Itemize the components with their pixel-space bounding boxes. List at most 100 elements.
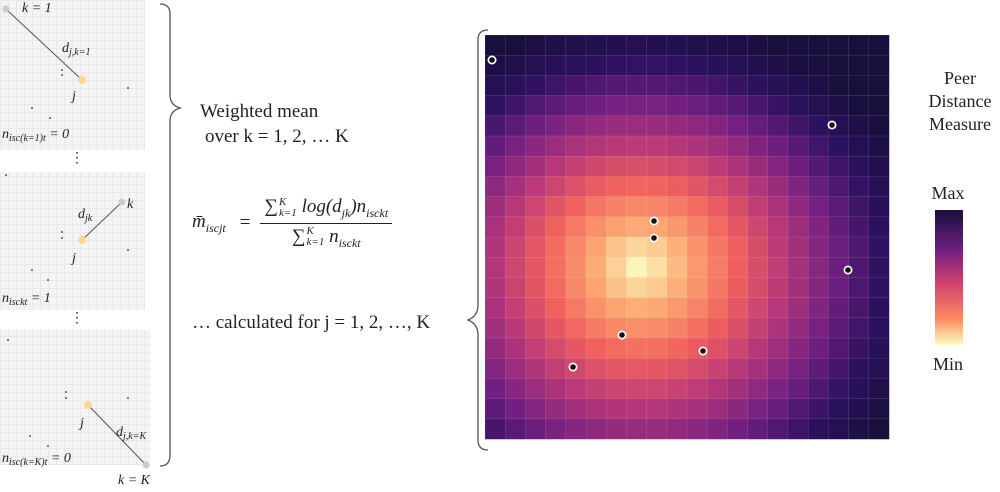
heat-cell [807,135,829,157]
heat-cell [585,155,607,177]
heat-cell [787,398,809,420]
location-dot [489,57,495,63]
heat-cell [848,337,870,359]
heat-cell [484,75,506,97]
heat-cell [666,357,688,379]
formula-sub: iscjt [205,220,226,235]
heat-cell [545,135,567,157]
heat-cell [484,155,506,177]
heat-cell [706,357,728,379]
heat-cell [706,135,728,157]
label-part: k = K [118,473,151,487]
heat-cell [747,176,769,198]
heat-cell [807,297,829,319]
heat-cell [686,75,708,97]
heat-cell [504,34,526,56]
heat-cell [565,75,587,97]
heat-cell [848,216,870,238]
heat-cell [525,176,547,198]
location-dot [845,267,851,273]
heat-cell [545,115,567,137]
heat-cell [868,95,890,117]
heat-cell [747,75,769,97]
label-part: = 0 [46,127,69,142]
heat-cell [565,95,587,117]
label-part: j [70,251,76,266]
heat-cell [868,135,890,157]
label: k [127,197,134,212]
heat-cell [727,256,749,278]
label: nisc(k=K)t = 0 [2,451,71,468]
heat-cell [868,297,890,319]
label-part: n [2,127,9,142]
heat-cell [626,378,648,400]
heat-cell [828,398,850,420]
heat-cell [626,115,648,137]
heat-cell [807,337,829,359]
heat-cell [747,317,769,339]
heat-cell [727,216,749,238]
heat-cell [686,135,708,157]
heat-cell [686,297,708,319]
heat-cell [807,34,829,56]
heat-cell [525,75,547,97]
label: k = 1 [22,1,52,16]
heat-cell [727,277,749,299]
heat-cell [686,357,708,379]
heat-cell [585,418,607,440]
formula-eq: = [239,212,251,234]
heat-cell [545,75,567,97]
heat-cell [545,317,567,339]
location-dot [829,122,835,128]
heat-cell [646,176,668,198]
heat-cell [727,378,749,400]
heat-cell [848,75,870,97]
heat-cell [484,135,506,157]
heat-cell [727,317,749,339]
heat-cell [504,297,526,319]
heat-cell [605,216,627,238]
heat-cell [828,135,850,157]
heat-cell [828,34,850,56]
heat-cell [525,34,547,56]
heat-cell [565,317,587,339]
label-part: n [2,451,9,466]
formula-sup: K [306,225,314,238]
heat-cell [504,176,526,198]
heat-cell [565,277,587,299]
link [87,404,147,466]
heat-cell [484,216,506,238]
heat-cell [706,398,728,420]
legend-title: Peer [944,68,976,88]
heat-cell [585,357,607,379]
heat-cell [484,398,506,420]
heat-cell [626,155,648,177]
heat-cell [848,378,870,400]
heat-cell [807,95,829,117]
heat-cell [727,75,749,97]
heat-cell [706,54,728,76]
formula-text: ∑ [264,196,278,217]
heat-cell [525,155,547,177]
heat-cell [626,337,648,359]
heat-cell [828,337,850,359]
heat-cell [868,75,890,97]
heat-cell [585,297,607,319]
heat-cell [666,115,688,137]
heat-cell [605,75,627,97]
heat-cell [545,155,567,177]
label-part: k [127,197,134,212]
heat-cell [504,357,526,379]
heat-cell [626,317,648,339]
heat-cell [585,398,607,420]
heat-cell [706,155,728,177]
formula-sub: k=1 [279,206,297,219]
formula-text: )n [350,196,367,217]
heat-cell [747,34,769,56]
heat-cell [585,216,607,238]
heat-cell [504,115,526,137]
heat-cell [545,398,567,420]
focal-point [78,76,86,84]
